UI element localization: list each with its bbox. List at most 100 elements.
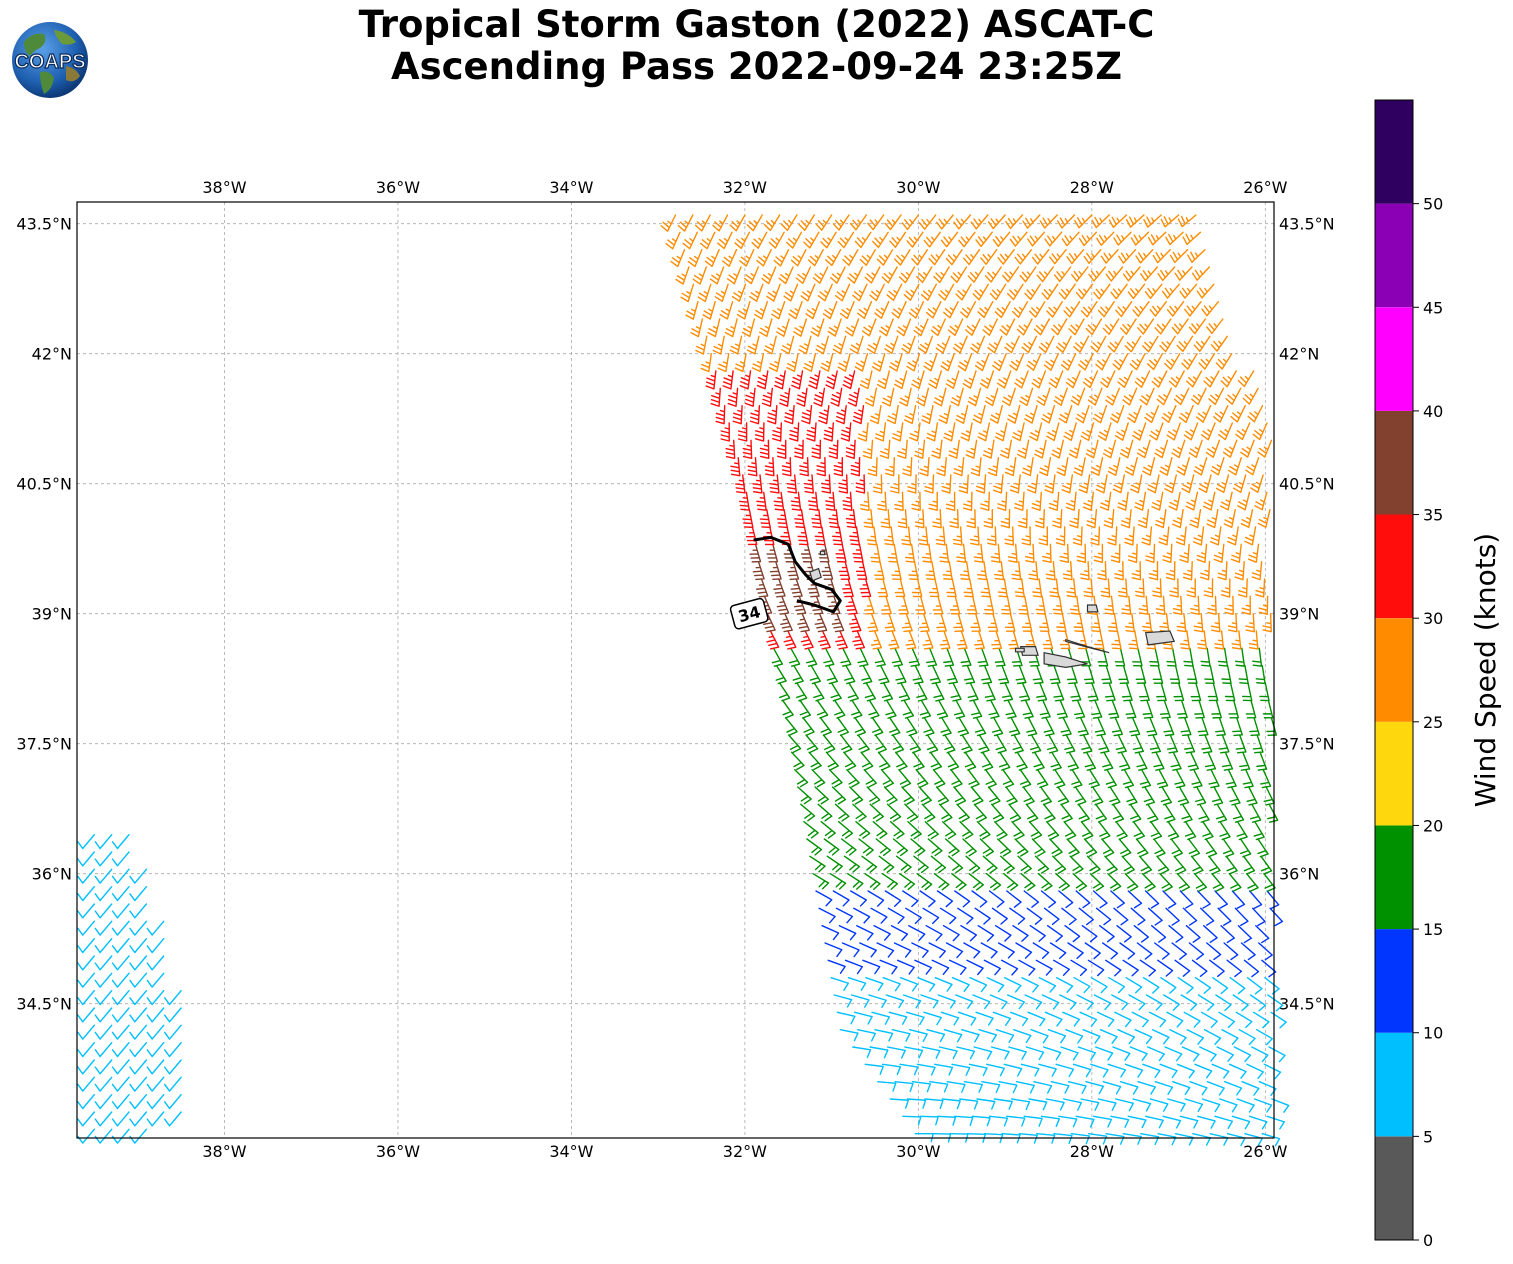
wind-barb: [1244, 526, 1257, 546]
wind-barb: [852, 405, 865, 425]
wind-barb: [1004, 335, 1020, 354]
wind-barb: [1204, 665, 1215, 685]
wind-barb: [797, 526, 809, 546]
wind-barb: [717, 353, 730, 373]
wind-barb: [129, 903, 148, 919]
wind-barb: [1112, 803, 1125, 823]
wind-barb: [1156, 387, 1173, 406]
wind-barb: [1083, 665, 1095, 685]
wind-barb: [768, 231, 785, 249]
wind-barb: [1198, 353, 1216, 370]
wind-barb: [781, 699, 794, 719]
wind-barb: [1110, 890, 1125, 909]
wind-barb: [854, 717, 867, 737]
wind-barb: [1033, 751, 1045, 771]
wind-barb: [819, 717, 832, 736]
wind-barb: [853, 907, 871, 924]
wind-barb: [966, 509, 976, 529]
wind-barb: [1083, 838, 1098, 857]
wind-barb: [843, 751, 857, 771]
wind-barb: [1096, 1011, 1115, 1028]
wind-barb: [861, 855, 878, 873]
wind-barb: [1189, 1080, 1208, 1096]
wind-barb: [1213, 405, 1229, 423]
wind-barb: [916, 873, 933, 891]
wind-barb: [955, 994, 974, 1009]
wind-barb: [77, 886, 96, 902]
wind-barb: [937, 994, 956, 1009]
wind-barb: [94, 1128, 113, 1144]
wind-barb: [1145, 543, 1156, 563]
wind-barb: [1124, 1063, 1144, 1078]
wind-barb: [874, 422, 887, 442]
wind-barb: [1173, 387, 1190, 406]
wind-barb: [1014, 491, 1025, 511]
wind-barb: [885, 699, 897, 719]
wind-barb: [1062, 561, 1073, 581]
wind-barb: [699, 231, 716, 250]
wind-barb: [1196, 543, 1208, 563]
wind-barb: [94, 1041, 113, 1058]
wind-barb: [1206, 509, 1219, 529]
wind-barb: [1101, 942, 1119, 960]
wind-barb: [1144, 890, 1160, 909]
wind-barb: [1201, 301, 1220, 317]
colorbar-bin: [1375, 825, 1413, 930]
island: [1019, 646, 1039, 656]
wind-barb: [854, 231, 872, 249]
wind-barb: [1090, 613, 1101, 633]
wind-barb: [921, 405, 934, 425]
wind-barb: [874, 734, 887, 754]
wind-barb: [1147, 907, 1163, 926]
wind-barb: [1245, 873, 1259, 892]
wind-barb: [1115, 821, 1128, 840]
wind-barb: [1104, 595, 1115, 615]
wind-barb: [94, 955, 113, 971]
wind-barb: [1025, 1046, 1045, 1061]
wind-barb: [852, 630, 866, 650]
wind-barb: [988, 890, 1005, 908]
wind-barb: [1130, 231, 1150, 246]
wind-barb: [1205, 439, 1221, 458]
wind-barb: [1180, 717, 1192, 737]
wind-barb: [936, 214, 954, 230]
wind-barb: [889, 717, 901, 737]
wind-barb: [111, 938, 130, 954]
wind-barb: [1121, 855, 1135, 875]
wind-barb: [987, 526, 997, 546]
wind-barb: [1257, 439, 1273, 458]
wind-barb: [1239, 751, 1251, 771]
wind-barb: [1129, 1046, 1148, 1062]
wind-barb: [163, 1076, 182, 1092]
wind-barb: [94, 1024, 113, 1040]
wind-barb: [710, 387, 721, 407]
wind-barb: [1102, 318, 1120, 335]
wind-barb: [1017, 855, 1032, 874]
colorbar-bin: [1375, 100, 1413, 204]
wind-barb: [810, 318, 825, 337]
wind-barb: [1090, 335, 1107, 353]
wind-barb: [807, 248, 824, 267]
wind-barb: [1171, 439, 1186, 459]
wind-barb: [1010, 1011, 1029, 1027]
wind-barb: [931, 959, 950, 976]
wind-barb: [974, 353, 990, 372]
wind-barb: [1113, 907, 1129, 926]
wind-barb: [1212, 977, 1229, 995]
wind-barb: [869, 803, 885, 822]
wind-barb: [730, 457, 741, 477]
wind-barb: [1166, 647, 1177, 667]
wind-barb: [1114, 1011, 1132, 1028]
wind-barb: [1038, 977, 1057, 993]
wind-barb: [675, 266, 690, 285]
wind-barb: [973, 543, 984, 563]
wind-barb: [1042, 803, 1056, 823]
wind-barb: [885, 457, 895, 477]
wind-barb: [129, 868, 148, 884]
wind-barb: [1046, 301, 1063, 318]
wind-barb: [956, 1046, 976, 1060]
wind-barb: [1202, 821, 1214, 841]
wind-barb: [845, 595, 858, 615]
wind-barb: [111, 1007, 130, 1023]
wind-barb: [1007, 283, 1024, 301]
